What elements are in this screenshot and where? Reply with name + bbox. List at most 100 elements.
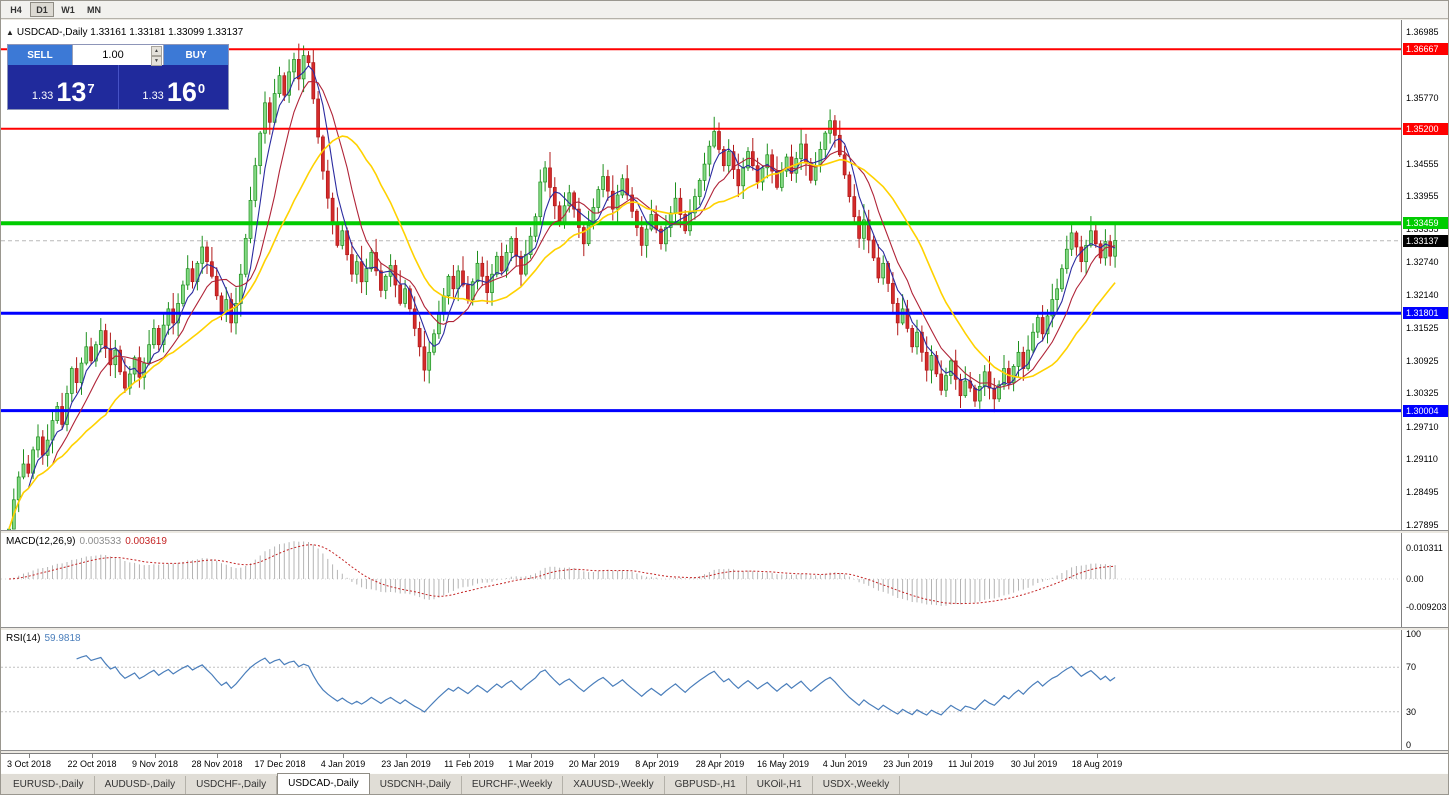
price-axis-tick: 1.27895 xyxy=(1406,520,1439,530)
macd-label: MACD(12,26,9) 0.003533 0.003619 xyxy=(6,536,167,547)
tab-usdx-weekly[interactable]: USDX-,Weekly xyxy=(813,776,901,794)
tab-eurchf-weekly[interactable]: EURCHF-,Weekly xyxy=(462,776,564,794)
date-tick xyxy=(783,754,784,758)
price-axis-tick: 1.29710 xyxy=(1406,422,1439,432)
date-label: 22 Oct 2018 xyxy=(67,759,117,769)
sell-price-display[interactable]: 1.33 13 7 xyxy=(8,65,119,109)
date-label: 11 Feb 2019 xyxy=(444,759,494,769)
date-tick xyxy=(594,754,595,758)
date-tick xyxy=(155,754,156,758)
date-tick xyxy=(845,754,846,758)
date-label: 28 Apr 2019 xyxy=(695,759,745,769)
date-tick xyxy=(469,754,470,758)
price-axis-tick: 1.34555 xyxy=(1406,159,1439,169)
price-axis[interactable]: 1.36985 1.35770 1.34555 1.33955 1.33355 1.327… xyxy=(1401,20,1448,753)
timeframe-button-w1[interactable]: W1 xyxy=(56,2,80,17)
sell-button[interactable]: SELL xyxy=(8,45,72,65)
timeframe-button-mn[interactable]: MN xyxy=(82,2,106,17)
price-chart-canvas[interactable] xyxy=(1,20,1401,530)
date-label: 23 Jun 2019 xyxy=(883,759,933,769)
hline-price-label: 1.35200 xyxy=(1403,123,1448,135)
chart-header: ▲ USDCAD-,Daily 1.33161 1.33181 1.33099 1… xyxy=(6,27,243,38)
panel-divider[interactable] xyxy=(1,627,1448,630)
rsi-label: RSI(14) 59.9818 xyxy=(6,633,81,644)
tab-usdchf-daily[interactable]: USDCHF-,Daily xyxy=(186,776,278,794)
one-click-toggle-icon[interactable]: ▲ xyxy=(6,28,14,37)
tab-usdcad-daily[interactable]: USDCAD-,Daily xyxy=(277,773,370,794)
date-label: 11 Jul 2019 xyxy=(948,759,994,769)
date-label: 17 Dec 2018 xyxy=(254,759,306,769)
date-label: 23 Jan 2019 xyxy=(381,759,431,769)
sell-price-prefix: 1.33 xyxy=(31,90,54,102)
volume-input[interactable] xyxy=(73,46,163,64)
date-label: 9 Nov 2018 xyxy=(131,759,179,769)
sell-price-pips: 13 xyxy=(56,77,87,107)
date-label: 3 Oct 2018 xyxy=(6,759,52,769)
chart-tabs-bar: EURUSD-,Daily AUDUSD-,Daily USDCHF-,Daily U… xyxy=(1,773,1448,794)
date-tick xyxy=(657,754,658,758)
macd-axis-tick: 0.010311 xyxy=(1406,543,1443,553)
hline-price-label: 1.36667 xyxy=(1403,43,1448,55)
rsi-axis-tick: 70 xyxy=(1406,662,1417,672)
date-label: 30 Jul 2019 xyxy=(1010,759,1058,769)
macd-canvas[interactable] xyxy=(1,533,1401,627)
price-axis-tick: 1.35770 xyxy=(1406,93,1439,103)
macd-panel: MACD(12,26,9) 0.003533 0.003619 xyxy=(1,533,1401,627)
tab-audusd-daily[interactable]: AUDUSD-,Daily xyxy=(95,776,187,794)
tab-usdcnh-daily[interactable]: USDCNH-,Daily xyxy=(370,776,462,794)
price-axis-tick: 1.28495 xyxy=(1406,487,1439,497)
price-axis-tick: 1.36985 xyxy=(1406,27,1439,37)
date-label: 4 Jun 2019 xyxy=(822,759,868,769)
date-label: 28 Nov 2018 xyxy=(191,759,243,769)
rsi-axis-tick: 0 xyxy=(1406,740,1412,750)
date-label: 18 Aug 2019 xyxy=(1071,759,1123,769)
date-tick xyxy=(343,754,344,758)
price-axis-tick: 1.33355 xyxy=(1406,224,1439,234)
volume-up-button[interactable]: ▲ xyxy=(151,46,162,56)
timeframe-button-d1[interactable]: D1 xyxy=(30,2,54,17)
tab-eurusd-daily[interactable]: EURUSD-,Daily xyxy=(3,776,95,794)
macd-axis-tick: -0.009203 xyxy=(1406,602,1447,612)
price-chart-panel: ▲ USDCAD-,Daily 1.33161 1.33181 1.33099 1… xyxy=(1,20,1401,530)
panel-divider[interactable] xyxy=(1,530,1448,533)
rsi-canvas[interactable] xyxy=(1,630,1401,750)
timeframe-toolbar: H4 D1 W1 MN xyxy=(1,1,1448,19)
volume-down-button[interactable]: ▼ xyxy=(151,56,162,66)
buy-price-display[interactable]: 1.33 16 0 xyxy=(119,65,229,109)
date-tick xyxy=(1097,754,1098,758)
buy-price-point: 0 xyxy=(197,81,206,96)
price-axis-tick: 1.30925 xyxy=(1406,356,1439,366)
price-axis-tick: 1.32140 xyxy=(1406,290,1439,300)
date-tick xyxy=(92,754,93,758)
sell-price-point: 7 xyxy=(87,81,95,96)
buy-button[interactable]: BUY xyxy=(164,45,228,65)
date-axis[interactable]: 3 Oct 2018 22 Oct 2018 9 Nov 2018 28 Nov 20… xyxy=(1,753,1448,775)
tab-gbpusd-h1[interactable]: GBPUSD-,H1 xyxy=(665,776,747,794)
date-tick xyxy=(720,754,721,758)
price-axis-tick: 1.29110 xyxy=(1406,454,1438,464)
date-label: 20 Mar 2019 xyxy=(568,759,620,769)
date-tick xyxy=(280,754,281,758)
hline-price-label: 1.30004 xyxy=(1403,405,1448,417)
timeframe-button-h4[interactable]: H4 xyxy=(4,2,28,17)
rsi-value: 59.9818 xyxy=(44,633,81,644)
rsi-panel: RSI(14) 59.9818 xyxy=(1,630,1401,750)
date-tick xyxy=(1034,754,1035,758)
tab-ukoil-h1[interactable]: UKOil-,H1 xyxy=(747,776,813,794)
price-axis-tick: 1.30325 xyxy=(1406,388,1439,398)
chart-header-text: USDCAD-,Daily 1.33161 1.33181 1.33099 1.… xyxy=(16,27,244,38)
buy-price-prefix: 1.33 xyxy=(142,90,164,102)
rsi-axis-tick: 30 xyxy=(1406,707,1417,717)
date-label: 8 Apr 2019 xyxy=(635,759,679,769)
panel-divider[interactable] xyxy=(1,750,1448,753)
tab-xauusd-weekly[interactable]: XAUUSD-,Weekly xyxy=(563,776,665,794)
price-axis-tick: 1.32740 xyxy=(1406,257,1439,267)
date-tick xyxy=(406,754,407,758)
hline-price-label: 1.33459 xyxy=(1403,217,1448,229)
current-price-label: 1.33137 xyxy=(1403,235,1448,247)
volume-field[interactable]: ▲ ▼ xyxy=(72,45,164,66)
macd-axis-tick: 0.00 xyxy=(1406,574,1424,584)
price-axis-tick: 1.33955 xyxy=(1406,191,1439,201)
